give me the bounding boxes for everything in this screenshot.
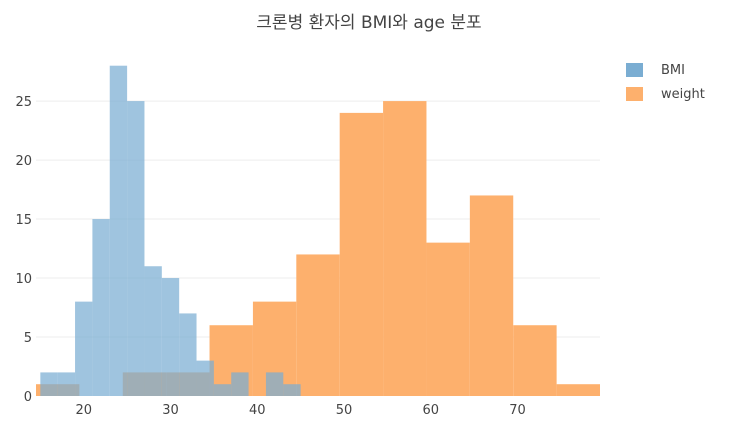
- histogram-bar[interactable]: [296, 254, 340, 396]
- histogram-bar[interactable]: [161, 278, 180, 396]
- legend-item-bmi[interactable]: BMI: [626, 58, 705, 82]
- y-tick-label: 15: [15, 213, 32, 228]
- y-tick-label: 10: [15, 272, 32, 287]
- legend-label-weight: weight: [661, 86, 705, 102]
- histogram-bar[interactable]: [469, 195, 514, 396]
- chart-title: 크론병 환자의 BMI와 age 분포: [256, 13, 482, 33]
- histogram-bar[interactable]: [283, 384, 301, 396]
- y-tick-label: 5: [24, 331, 32, 346]
- legend-item-weight[interactable]: weight: [626, 82, 705, 106]
- x-tick-label: 60: [423, 403, 440, 418]
- histogram-bar[interactable]: [144, 266, 162, 396]
- x-tick-label: 50: [336, 403, 353, 418]
- y-tick-label: 0: [24, 390, 32, 405]
- bmi-swatch-icon: [626, 63, 643, 77]
- x-tick-label: 40: [249, 403, 266, 418]
- y-tick-label: 25: [15, 95, 32, 110]
- histogram-bar[interactable]: [265, 372, 284, 396]
- histogram-bar[interactable]: [75, 301, 93, 396]
- histogram-bar[interactable]: [92, 219, 110, 396]
- histogram-bar[interactable]: [196, 360, 214, 396]
- histogram-bar[interactable]: [383, 101, 427, 396]
- legend: BMI weight: [626, 58, 705, 106]
- y-axis-ticks: 0 5 10 15 20 25: [15, 95, 32, 405]
- histogram-bar[interactable]: [213, 384, 232, 396]
- x-tick-label: 70: [509, 403, 526, 418]
- histogram-bar[interactable]: [179, 313, 197, 396]
- histogram-bar[interactable]: [339, 112, 384, 397]
- histogram-bar[interactable]: [513, 325, 557, 396]
- histogram-bar[interactable]: [57, 372, 76, 396]
- histogram-bar[interactable]: [556, 384, 600, 396]
- y-tick-label: 20: [15, 154, 32, 169]
- bmi-bars: [40, 65, 301, 396]
- weight-swatch-icon: [626, 87, 643, 101]
- x-axis-ticks: 20 30 40 50 60 70: [75, 403, 525, 418]
- legend-label-bmi: BMI: [661, 62, 685, 78]
- histogram-bar[interactable]: [127, 101, 145, 396]
- x-tick-label: 20: [75, 403, 92, 418]
- histogram-bar[interactable]: [40, 372, 58, 396]
- histogram-bar[interactable]: [426, 242, 470, 396]
- histogram-bar[interactable]: [231, 372, 249, 396]
- histogram-bar[interactable]: [109, 65, 128, 396]
- x-tick-label: 30: [162, 403, 179, 418]
